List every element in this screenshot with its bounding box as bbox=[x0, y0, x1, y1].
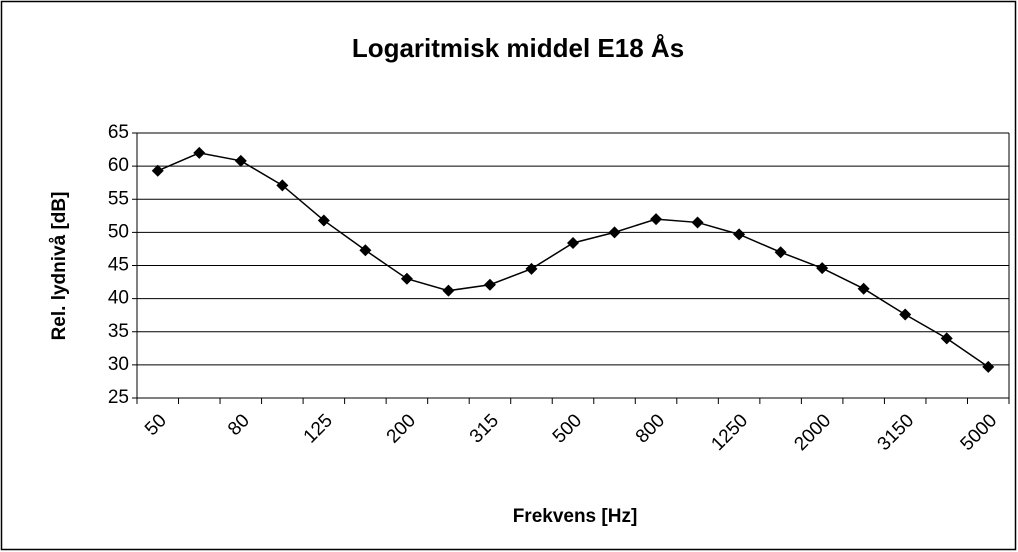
data-point bbox=[234, 154, 247, 167]
y-tick-label: 30 bbox=[108, 354, 129, 375]
data-point bbox=[857, 282, 870, 295]
data-point bbox=[816, 262, 829, 275]
chart-title: Logaritmisk middel E18 Ås bbox=[352, 33, 684, 63]
y-tick-label: 55 bbox=[108, 188, 129, 209]
data-point bbox=[691, 216, 704, 229]
y-axis-label: Rel. lydnivå [dB] bbox=[49, 192, 70, 341]
data-point bbox=[525, 262, 538, 275]
data-point bbox=[608, 226, 621, 239]
y-tick-label: 45 bbox=[108, 255, 129, 276]
data-point bbox=[567, 236, 579, 249]
y-tick-label: 25 bbox=[108, 387, 129, 408]
data-point bbox=[359, 244, 372, 257]
y-tick-label: 65 bbox=[108, 122, 129, 143]
data-point bbox=[774, 246, 787, 259]
data-point bbox=[899, 308, 912, 321]
data-point bbox=[650, 213, 663, 226]
data-point bbox=[483, 278, 496, 291]
data-point bbox=[982, 360, 995, 373]
data-point bbox=[400, 272, 413, 285]
y-tick-label: 60 bbox=[108, 155, 129, 176]
data-point bbox=[733, 228, 746, 241]
data-point bbox=[442, 284, 455, 297]
data-point bbox=[276, 179, 289, 192]
y-tick-label: 40 bbox=[108, 288, 129, 309]
x-axis-label: Frekvens [Hz] bbox=[513, 506, 638, 527]
data-point bbox=[151, 164, 164, 177]
data-point bbox=[940, 332, 953, 345]
y-tick-label: 50 bbox=[108, 221, 129, 242]
y-tick-label: 35 bbox=[108, 321, 129, 342]
data-point bbox=[193, 146, 206, 159]
data-point bbox=[317, 214, 330, 227]
